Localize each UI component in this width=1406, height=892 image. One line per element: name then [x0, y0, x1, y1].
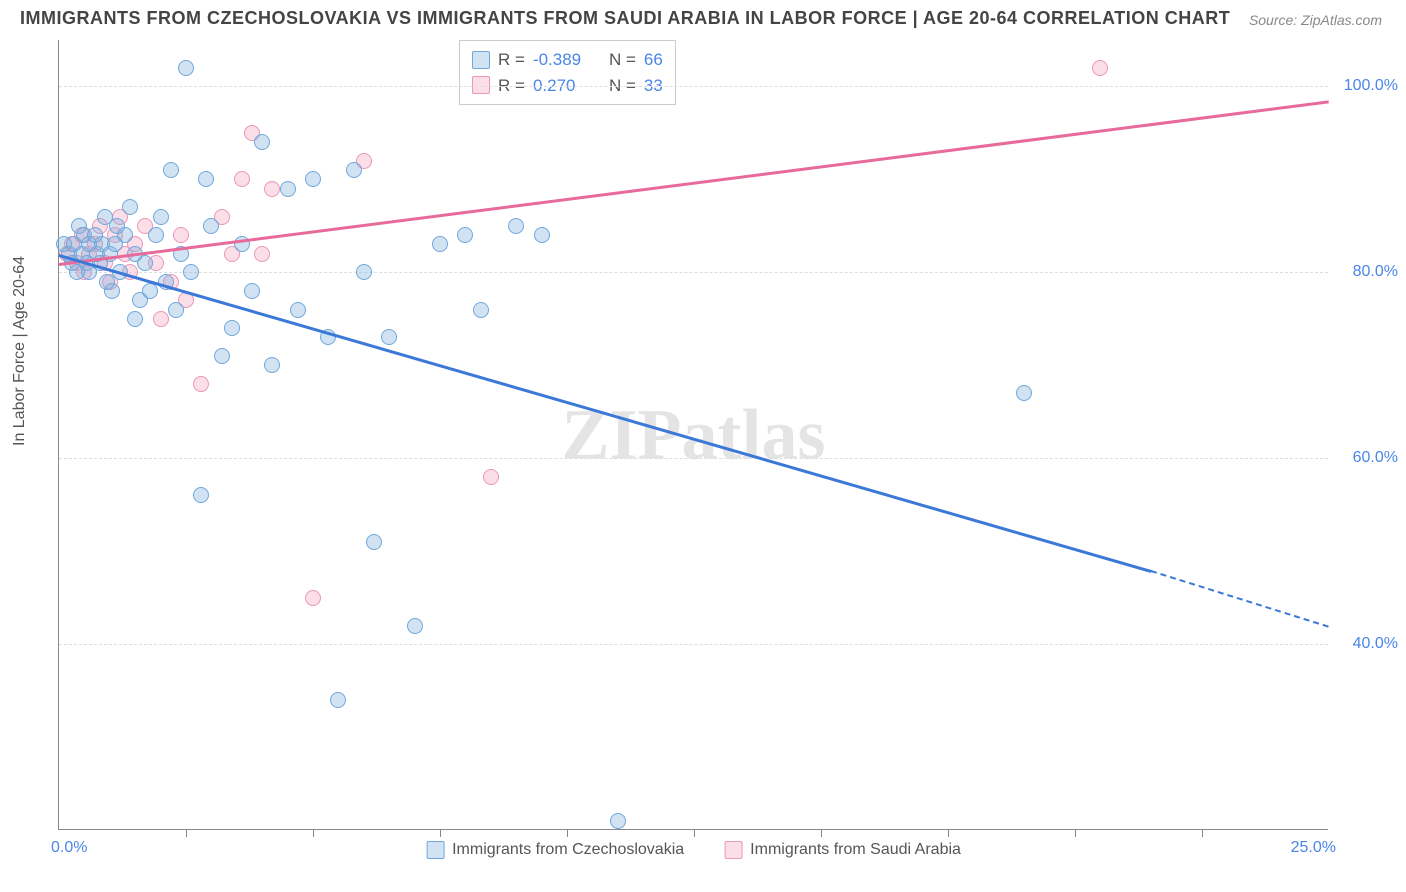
scatter-point-series1: [193, 487, 209, 503]
x-tick: [948, 829, 949, 837]
gridline: [59, 86, 1328, 87]
gridline: [59, 458, 1328, 459]
scatter-point-series1: [473, 302, 489, 318]
n-label: N =: [609, 73, 636, 99]
scatter-point-series1: [224, 320, 240, 336]
x-axis-max-label: 25.0%: [1291, 839, 1336, 857]
legend-stat-row: R = 0.270 N = 33: [472, 73, 663, 99]
scatter-point-series1: [122, 199, 138, 215]
x-axis-min-label: 0.0%: [51, 839, 87, 857]
n-value: 33: [644, 73, 663, 99]
scatter-point-series1: [148, 227, 164, 243]
scatter-point-series1: [117, 227, 133, 243]
chart-plot-area: ZIPatlas R =-0.389N =66R =0.270N =33 0.0…: [58, 40, 1328, 830]
gridline: [59, 644, 1328, 645]
scatter-point-series1: [183, 264, 199, 280]
scatter-point-series2: [483, 469, 499, 485]
scatter-point-series1: [203, 218, 219, 234]
gridline: [59, 272, 1328, 273]
series-legend: Immigrants from Czechoslovakia Immigrants…: [426, 841, 961, 859]
scatter-point-series2: [234, 171, 250, 187]
scatter-point-series1: [168, 302, 184, 318]
scatter-point-series2: [173, 227, 189, 243]
scatter-point-series1: [432, 236, 448, 252]
scatter-point-series2: [1092, 60, 1108, 76]
x-tick: [821, 829, 822, 837]
y-tick-label: 40.0%: [1353, 635, 1398, 653]
legend-swatch: [426, 841, 444, 859]
scatter-point-series1: [381, 329, 397, 345]
n-value: 66: [644, 47, 663, 73]
r-value: 0.270: [533, 73, 593, 99]
legend-label: Immigrants from Saudi Arabia: [750, 841, 961, 859]
scatter-point-series1: [305, 171, 321, 187]
scatter-point-series1: [264, 357, 280, 373]
scatter-point-series1: [198, 171, 214, 187]
x-tick: [1075, 829, 1076, 837]
y-tick-label: 100.0%: [1344, 77, 1398, 95]
r-value: -0.389: [533, 47, 593, 73]
scatter-point-series1: [178, 60, 194, 76]
x-tick: [1202, 829, 1203, 837]
legend-item: Immigrants from Czechoslovakia: [426, 841, 684, 859]
trendline-series1: [59, 254, 1152, 572]
scatter-point-series1: [153, 209, 169, 225]
scatter-point-series1: [534, 227, 550, 243]
x-tick: [440, 829, 441, 837]
scatter-point-series1: [457, 227, 473, 243]
scatter-point-series1: [280, 181, 296, 197]
x-tick: [186, 829, 187, 837]
scatter-point-series1: [254, 134, 270, 150]
scatter-point-series1: [366, 534, 382, 550]
chart-title: IMMIGRANTS FROM CZECHOSLOVAKIA VS IMMIGR…: [20, 8, 1230, 29]
scatter-point-series2: [254, 246, 270, 262]
x-tick: [567, 829, 568, 837]
scatter-point-series1: [610, 813, 626, 829]
legend-label: Immigrants from Czechoslovakia: [452, 841, 684, 859]
scatter-point-series2: [153, 311, 169, 327]
legend-swatch: [472, 76, 490, 94]
source-text: Source: ZipAtlas.com: [1249, 12, 1382, 28]
trendline-series1-ext: [1151, 570, 1329, 628]
legend-item: Immigrants from Saudi Arabia: [724, 841, 961, 859]
correlation-legend: R = -0.389 N = 66 R = 0.270 N = 33: [459, 40, 676, 105]
legend-stat-row: R = -0.389 N = 66: [472, 47, 663, 73]
scatter-point-series2: [305, 590, 321, 606]
scatter-point-series1: [407, 618, 423, 634]
x-tick: [313, 829, 314, 837]
scatter-point-series1: [330, 692, 346, 708]
r-label: R =: [498, 47, 525, 73]
n-label: N =: [609, 47, 636, 73]
scatter-point-series2: [264, 181, 280, 197]
y-axis-label: In Labor Force | Age 20-64: [11, 256, 29, 446]
x-tick: [694, 829, 695, 837]
scatter-point-series1: [163, 162, 179, 178]
scatter-point-series1: [214, 348, 230, 364]
legend-swatch: [472, 51, 490, 69]
y-tick-label: 60.0%: [1353, 449, 1398, 467]
scatter-point-series1: [1016, 385, 1032, 401]
scatter-point-series1: [127, 311, 143, 327]
scatter-point-series1: [346, 162, 362, 178]
legend-swatch: [724, 841, 742, 859]
scatter-point-series1: [508, 218, 524, 234]
scatter-point-series2: [193, 376, 209, 392]
scatter-point-series1: [104, 283, 120, 299]
scatter-point-series1: [290, 302, 306, 318]
scatter-point-series1: [137, 255, 153, 271]
y-tick-label: 80.0%: [1353, 263, 1398, 281]
scatter-point-series1: [142, 283, 158, 299]
scatter-point-series1: [356, 264, 372, 280]
r-label: R =: [498, 73, 525, 99]
scatter-point-series1: [244, 283, 260, 299]
